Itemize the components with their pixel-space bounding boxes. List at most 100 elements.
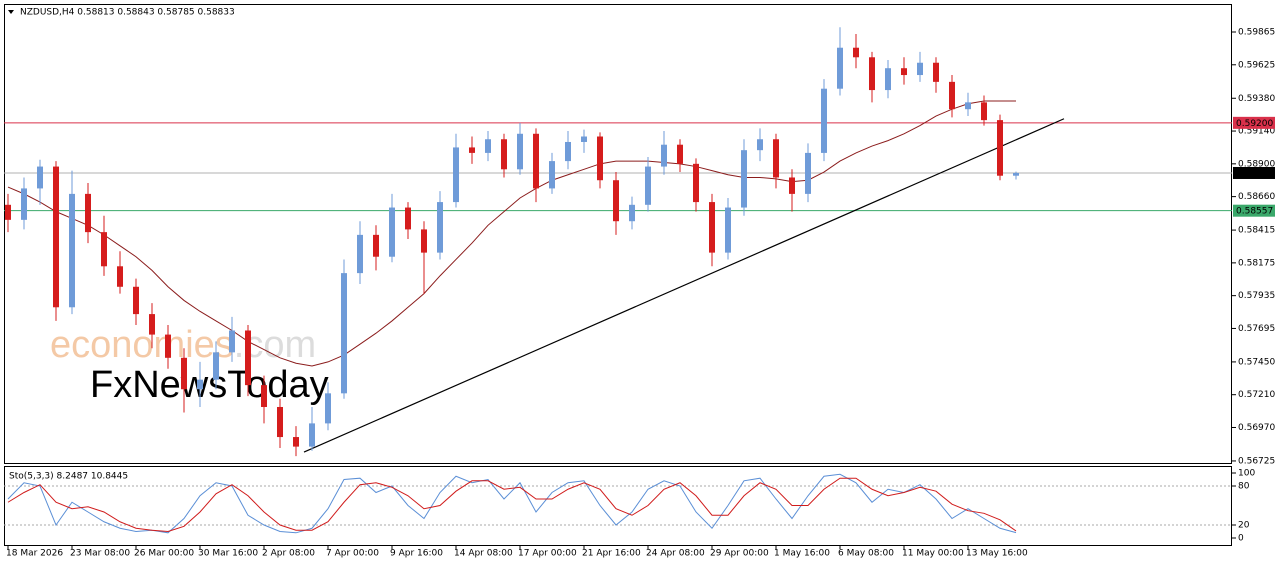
moving-average (7, 100, 1016, 367)
candle-body (1013, 172, 1019, 176)
candle-body (981, 102, 987, 121)
candle-body (133, 286, 139, 315)
candle-body (197, 379, 203, 390)
candle-body (533, 133, 539, 189)
candle-body (421, 229, 427, 253)
x-tick-label: 6 May 08:00 (838, 549, 894, 559)
x-tick-label: 1 May 16:00 (774, 549, 830, 559)
candle-body (437, 202, 443, 253)
candle-body (21, 188, 27, 220)
candle-body (693, 163, 699, 203)
oscillator-label: Sto(5,3,3) 8.2487 10.8445 (9, 472, 128, 482)
oscillator-y-tick-label: 100 (1238, 469, 1255, 479)
y-tick-label: 0.57695 (1238, 324, 1275, 334)
y-tick-label: 0.57210 (1238, 390, 1275, 400)
y-tick-label: 0.56970 (1238, 423, 1275, 433)
oscillator-y-tick-label: 0 (1238, 534, 1244, 544)
candle-body (261, 385, 267, 407)
y-tick-label: 0.57935 (1238, 291, 1275, 301)
candle-body (245, 330, 251, 386)
candle-body (709, 202, 715, 253)
candle-body (773, 139, 779, 178)
x-tick-label: 30 Mar 16:00 (198, 549, 258, 559)
y-tick-label: 0.56725 (1238, 456, 1275, 466)
oscillator-y-tick-label: 80 (1238, 482, 1250, 492)
y-tick-label: 0.59625 (1238, 60, 1275, 70)
candle-body (789, 177, 795, 194)
x-tick-label: 11 May 00:00 (902, 549, 964, 559)
x-tick-label: 2 Apr 08:00 (262, 549, 315, 559)
oscillator-frame (4, 466, 1232, 546)
candle-body (597, 136, 603, 181)
candle-body (405, 207, 411, 230)
watermark-sub: FxNewsToday (90, 364, 329, 406)
candle-body (581, 136, 587, 142)
candle-body (869, 57, 875, 91)
candle-body (165, 334, 171, 358)
candle-body (389, 207, 395, 257)
candle-body (741, 150, 747, 208)
candle-body (309, 423, 315, 447)
candle-body (885, 68, 891, 91)
candle-body (565, 141, 571, 162)
y-tick-label: 0.59380 (1238, 94, 1275, 104)
candle-body (149, 314, 155, 335)
watermark-brand: economies (50, 324, 234, 366)
candle-body (5, 204, 11, 220)
candle-body (645, 166, 651, 205)
candle-body (341, 273, 347, 394)
level-label-box (1233, 116, 1275, 129)
x-tick-label: 17 Apr 00:00 (518, 549, 577, 559)
candle-body (293, 437, 299, 447)
level-label-box (1233, 204, 1275, 217)
y-tick-label: 0.58415 (1238, 226, 1275, 236)
x-tick-label: 7 Apr 00:00 (326, 549, 379, 559)
y-tick-label: 0.58175 (1238, 258, 1275, 268)
candle-body (373, 234, 379, 257)
level-label: 0.58557 (1236, 207, 1273, 217)
x-tick-label: 24 Apr 08:00 (646, 549, 705, 559)
y-tick-label: 0.59865 (1238, 28, 1275, 38)
chart-title: NZDUSD,H4 0.58813 0.58843 0.58785 0.5883… (20, 8, 235, 18)
candle-body (453, 147, 459, 203)
candle-body (277, 406, 283, 438)
y-tick-label: 0.58900 (1238, 159, 1275, 169)
candle-body (917, 62, 923, 76)
candle-body (677, 144, 683, 164)
candle-body (837, 47, 843, 89)
x-tick-label: 13 May 16:00 (966, 549, 1028, 559)
candle-body (853, 47, 859, 58)
candle-body (613, 180, 619, 222)
y-tick-label: 0.58660 (1238, 192, 1275, 202)
level-label-box (1233, 166, 1275, 179)
candle-body (229, 330, 235, 353)
x-tick-label: 29 Apr 00:00 (710, 549, 769, 559)
candle-body (933, 62, 939, 82)
oscillator-y-tick-label: 20 (1238, 521, 1250, 531)
candle-body (757, 139, 763, 151)
x-tick-label: 18 Mar 2026 (6, 549, 63, 559)
trend-line (303, 118, 1065, 453)
menu-arrow (8, 10, 14, 14)
candle-body (517, 133, 523, 170)
candle-body (53, 166, 59, 308)
main-frame (4, 4, 1232, 464)
candle-body (101, 232, 107, 267)
candle-body (485, 139, 491, 153)
x-tick-label: 23 Mar 08:00 (70, 549, 130, 559)
y-tick-label: 0.59140 (1238, 127, 1275, 137)
candle-body (725, 207, 731, 253)
candle-body (821, 88, 827, 153)
level-label: 0.58833 (1236, 169, 1273, 179)
candle-body (901, 68, 907, 76)
candle-body (117, 266, 123, 287)
candle-body (949, 81, 955, 110)
candle-body (661, 144, 667, 167)
candle-body (357, 234, 363, 274)
candle-body (501, 139, 507, 170)
x-tick-label: 26 Mar 00:00 (134, 549, 194, 559)
x-tick-label: 9 Apr 16:00 (390, 549, 443, 559)
x-tick-label: 21 Apr 16:00 (582, 549, 641, 559)
